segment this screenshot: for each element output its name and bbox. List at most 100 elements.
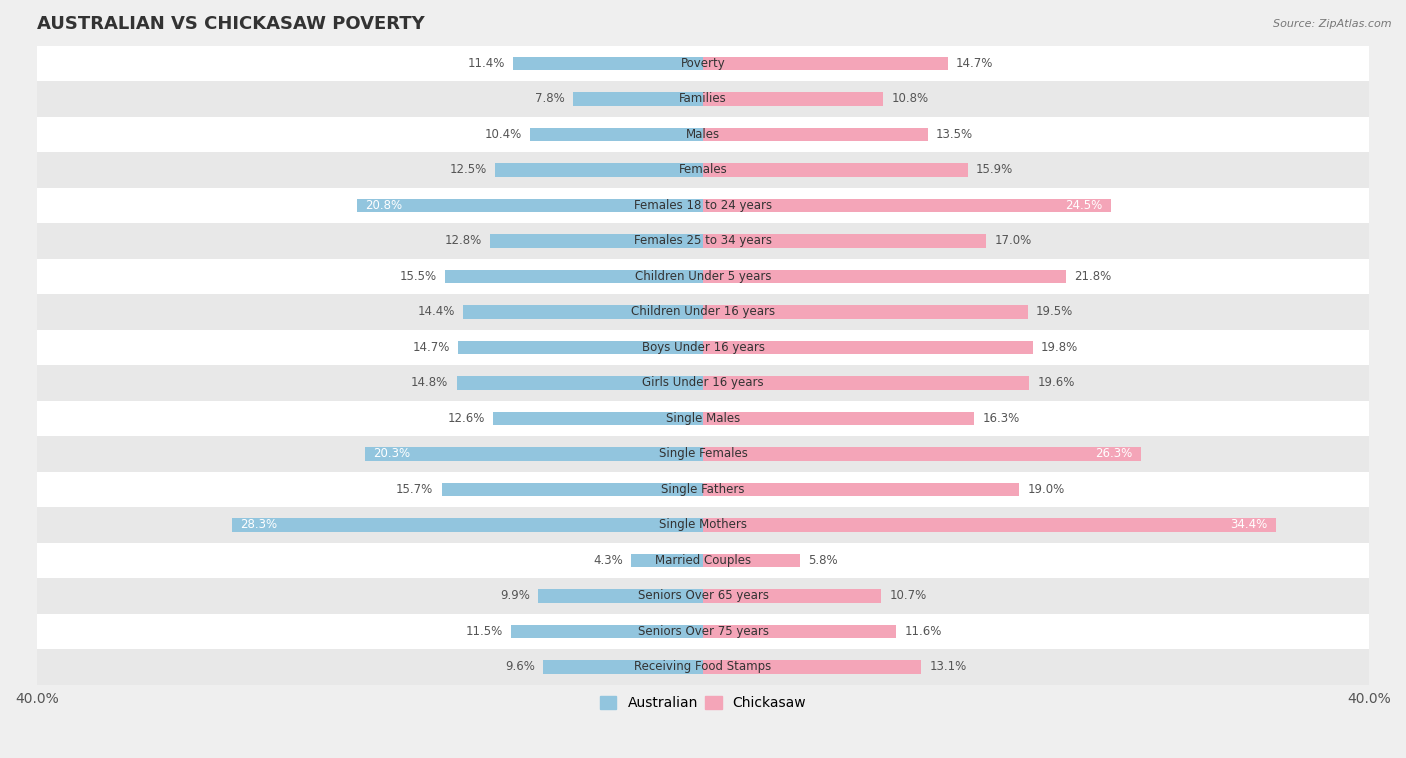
Text: 12.8%: 12.8% — [444, 234, 481, 247]
Text: 11.5%: 11.5% — [465, 625, 503, 638]
Text: 10.7%: 10.7% — [890, 590, 927, 603]
Text: Receiving Food Stamps: Receiving Food Stamps — [634, 660, 772, 673]
Text: Married Couples: Married Couples — [655, 554, 751, 567]
Bar — [530, 127, 703, 141]
Text: 5.8%: 5.8% — [808, 554, 838, 567]
Bar — [703, 92, 883, 105]
Bar — [494, 412, 703, 425]
Text: Children Under 16 years: Children Under 16 years — [631, 305, 775, 318]
Bar — [631, 553, 703, 567]
Bar — [538, 589, 703, 603]
Text: Females 25 to 34 years: Females 25 to 34 years — [634, 234, 772, 247]
Text: 9.6%: 9.6% — [505, 660, 534, 673]
Bar — [232, 518, 703, 531]
Text: 24.5%: 24.5% — [1066, 199, 1102, 212]
Text: 12.5%: 12.5% — [450, 164, 486, 177]
Text: 10.8%: 10.8% — [891, 92, 928, 105]
Text: Poverty: Poverty — [681, 57, 725, 70]
Bar — [703, 270, 1066, 283]
Bar — [512, 625, 703, 638]
Text: 28.3%: 28.3% — [240, 518, 277, 531]
Bar — [37, 578, 1369, 614]
Text: 20.3%: 20.3% — [373, 447, 411, 460]
Bar — [489, 234, 703, 248]
Bar — [463, 305, 703, 318]
Bar — [37, 614, 1369, 649]
Text: Males: Males — [686, 128, 720, 141]
Bar — [37, 436, 1369, 471]
Bar — [703, 163, 967, 177]
Text: Seniors Over 75 years: Seniors Over 75 years — [637, 625, 769, 638]
Bar — [37, 471, 1369, 507]
Text: Single Fathers: Single Fathers — [661, 483, 745, 496]
Bar — [441, 483, 703, 496]
Bar — [444, 270, 703, 283]
Bar — [458, 340, 703, 354]
Text: 19.0%: 19.0% — [1028, 483, 1064, 496]
Text: 15.7%: 15.7% — [396, 483, 433, 496]
Bar — [703, 589, 882, 603]
Text: Females 18 to 24 years: Females 18 to 24 years — [634, 199, 772, 212]
Bar — [703, 412, 974, 425]
Bar — [457, 376, 703, 390]
Bar — [703, 660, 921, 674]
Bar — [703, 340, 1033, 354]
Text: Boys Under 16 years: Boys Under 16 years — [641, 341, 765, 354]
Bar — [703, 553, 800, 567]
Text: 15.5%: 15.5% — [399, 270, 436, 283]
Bar — [37, 507, 1369, 543]
Text: 10.4%: 10.4% — [484, 128, 522, 141]
Bar — [495, 163, 703, 177]
Text: Families: Families — [679, 92, 727, 105]
Text: 19.6%: 19.6% — [1038, 377, 1076, 390]
Text: 11.4%: 11.4% — [467, 57, 505, 70]
Bar — [703, 57, 948, 70]
Bar — [703, 234, 986, 248]
Text: 19.8%: 19.8% — [1040, 341, 1078, 354]
Text: 7.8%: 7.8% — [536, 92, 565, 105]
Bar — [703, 625, 896, 638]
Bar — [703, 483, 1019, 496]
Bar — [543, 660, 703, 674]
Bar — [703, 305, 1028, 318]
Text: Girls Under 16 years: Girls Under 16 years — [643, 377, 763, 390]
Text: Source: ZipAtlas.com: Source: ZipAtlas.com — [1274, 19, 1392, 29]
Text: 16.3%: 16.3% — [983, 412, 1019, 425]
Bar — [37, 258, 1369, 294]
Text: AUSTRALIAN VS CHICKASAW POVERTY: AUSTRALIAN VS CHICKASAW POVERTY — [37, 15, 425, 33]
Bar — [37, 294, 1369, 330]
Text: 13.5%: 13.5% — [936, 128, 973, 141]
Text: 15.9%: 15.9% — [976, 164, 1014, 177]
Text: 13.1%: 13.1% — [929, 660, 967, 673]
Text: 14.8%: 14.8% — [411, 377, 449, 390]
Text: 9.9%: 9.9% — [501, 590, 530, 603]
Text: 26.3%: 26.3% — [1095, 447, 1133, 460]
Text: 4.3%: 4.3% — [593, 554, 623, 567]
Text: Females: Females — [679, 164, 727, 177]
Text: 17.0%: 17.0% — [994, 234, 1032, 247]
Text: Single Males: Single Males — [666, 412, 740, 425]
Text: 14.4%: 14.4% — [418, 305, 456, 318]
Bar — [574, 92, 703, 105]
Bar — [37, 223, 1369, 258]
Text: 11.6%: 11.6% — [904, 625, 942, 638]
Text: Single Females: Single Females — [658, 447, 748, 460]
Bar — [513, 57, 703, 70]
Bar — [37, 543, 1369, 578]
Bar — [703, 376, 1029, 390]
Text: 34.4%: 34.4% — [1230, 518, 1268, 531]
Bar — [37, 365, 1369, 401]
Bar — [366, 447, 703, 461]
Bar — [703, 199, 1111, 212]
Text: 14.7%: 14.7% — [412, 341, 450, 354]
Text: Seniors Over 65 years: Seniors Over 65 years — [637, 590, 769, 603]
Bar — [37, 152, 1369, 188]
Bar — [37, 45, 1369, 81]
Text: Single Mothers: Single Mothers — [659, 518, 747, 531]
Bar — [37, 117, 1369, 152]
Text: Children Under 5 years: Children Under 5 years — [634, 270, 772, 283]
Text: 19.5%: 19.5% — [1036, 305, 1073, 318]
Bar — [703, 447, 1142, 461]
Bar — [703, 518, 1275, 531]
Text: 21.8%: 21.8% — [1074, 270, 1112, 283]
